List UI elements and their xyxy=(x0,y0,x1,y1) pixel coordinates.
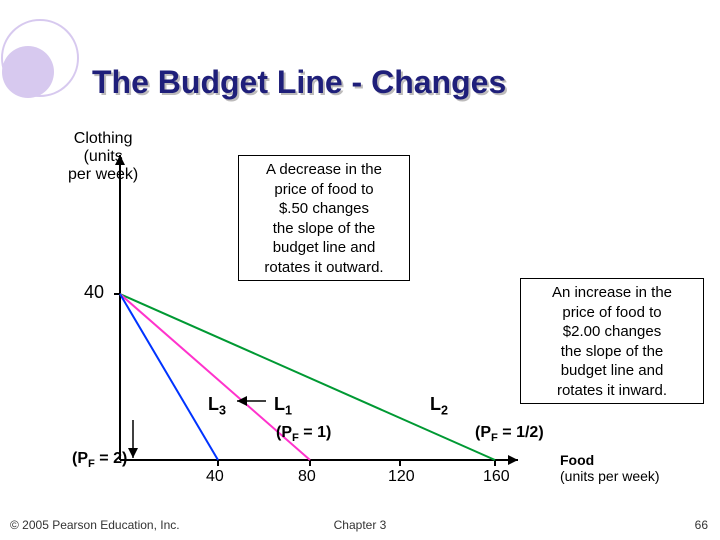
line-label-l2: L2 xyxy=(430,394,448,418)
line-label-l3: L3 xyxy=(208,394,226,418)
footer-chapter: Chapter 3 xyxy=(0,518,720,532)
footer-page-number: 66 xyxy=(695,518,708,532)
y-tick-40: 40 xyxy=(84,282,104,303)
pf-2-label: (PF = 2) xyxy=(72,450,127,470)
callout-increase: An increase in theprice of food to$2.00 … xyxy=(520,278,704,404)
y-axis-label: Clothing(unitsper week) xyxy=(68,130,138,184)
x-tick-120: 120 xyxy=(388,468,415,486)
x-tick-40: 40 xyxy=(206,468,224,486)
line-label-l1: L1 xyxy=(274,394,292,418)
x-axis-label: Food(units per week) xyxy=(560,452,660,484)
pf-1-label: (PF = 1) xyxy=(276,424,331,444)
x-tick-160: 160 xyxy=(483,468,510,486)
slide-title: The Budget Line - Changes xyxy=(92,64,506,101)
pf-half-label: (PF = 1/2) xyxy=(475,424,544,444)
x-tick-80: 80 xyxy=(298,468,316,486)
callout-decrease: A decrease in theprice of food to$.50 ch… xyxy=(238,155,410,281)
